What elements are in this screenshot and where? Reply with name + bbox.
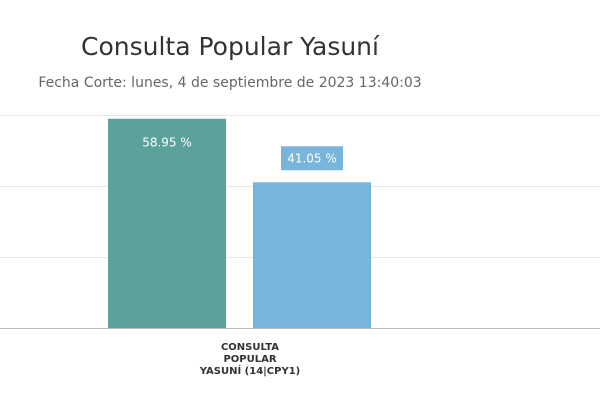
chart-subtitle: Fecha Corte: lunes, 4 de septiembre de 2… bbox=[38, 75, 422, 91]
x-axis-category-label: CONSULTA POPULAR YASUNÍ (14|CPY1) bbox=[170, 342, 330, 378]
chart-title: Consulta Popular Yasuní bbox=[81, 32, 379, 61]
data-label-2: 41.05 % bbox=[287, 151, 337, 165]
data-labels: 58.95 % 41.05 % bbox=[142, 136, 343, 171]
category-label-line-1: CONSULTA bbox=[220, 342, 280, 353]
category-label-line-2: POPULAR bbox=[223, 354, 277, 365]
category-label-line-3: YASUNÍ (14|CPY1) bbox=[199, 366, 301, 377]
bar-1[interactable] bbox=[108, 118, 226, 328]
bar-2[interactable] bbox=[253, 182, 371, 328]
data-label-1: 58.95 % bbox=[142, 136, 192, 150]
data-label-2-background bbox=[281, 146, 343, 171]
bars bbox=[108, 118, 371, 328]
